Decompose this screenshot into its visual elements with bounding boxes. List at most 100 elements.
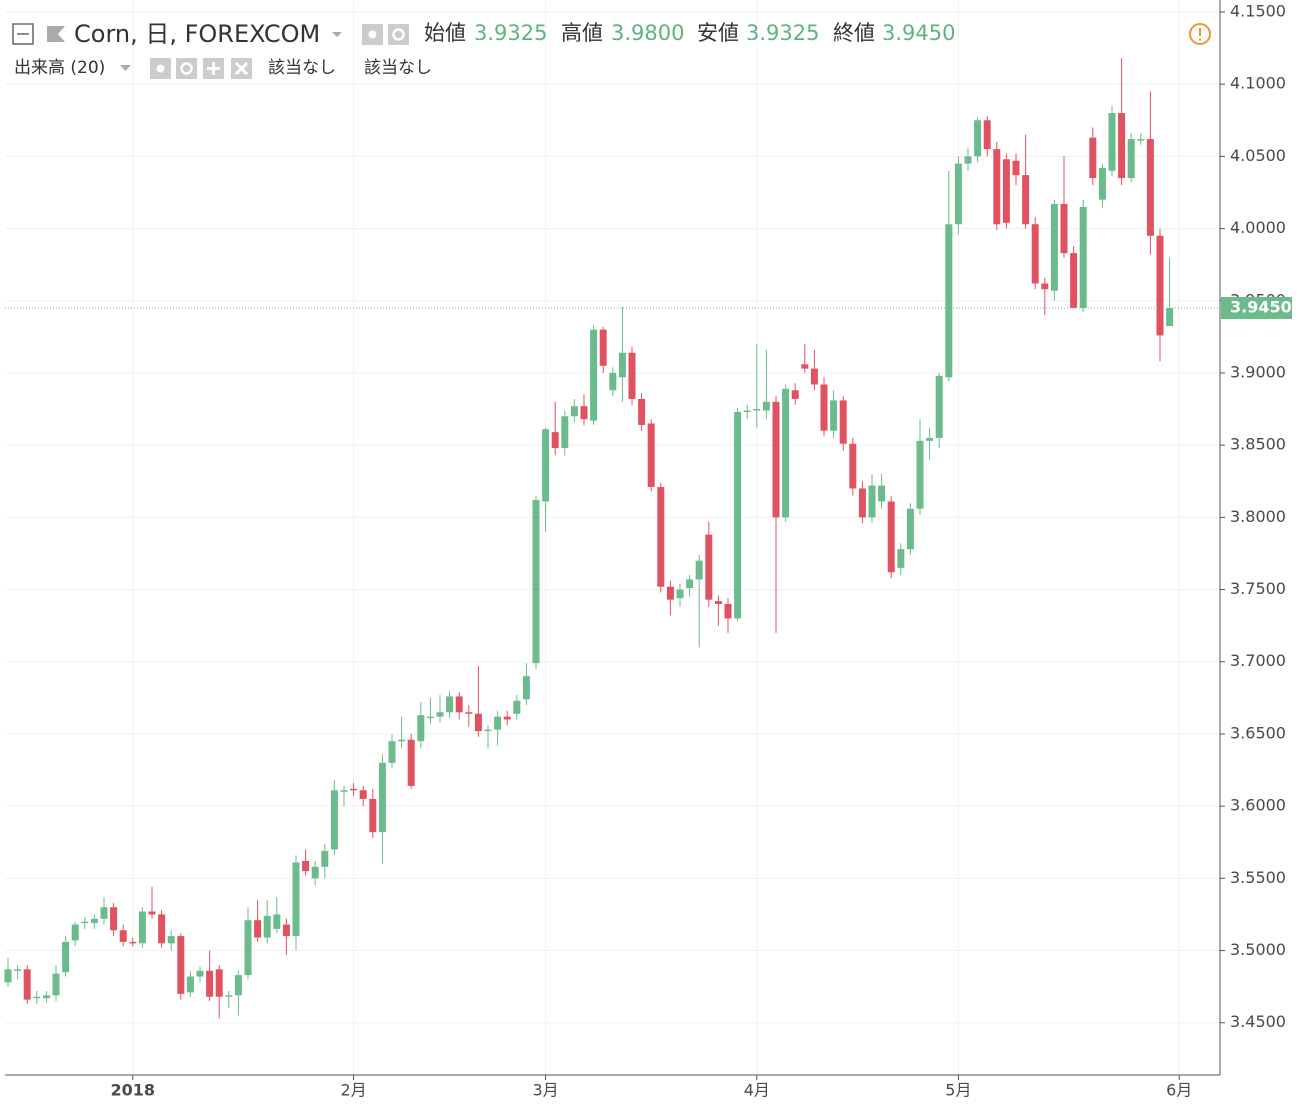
ohlc-value: 3.9450 [882,21,955,45]
remove-icon-x [234,61,249,76]
candle-body [33,996,41,999]
flag-icon [47,26,65,42]
candle-body [158,914,166,944]
ohlc-value: 3.9800 [611,21,684,45]
candle-body [839,400,847,444]
settings-icon[interactable] [176,58,197,79]
candle-body [830,400,838,431]
candle-body [465,712,473,714]
candle-body [561,416,569,449]
candle-body [705,534,713,600]
candle-body [897,549,905,568]
y-tick-label: 3.7000 [1230,651,1286,670]
candle-body [321,850,329,867]
warning-icon[interactable] [1189,23,1211,45]
candle-body [1070,253,1078,308]
candle-body [484,729,492,732]
candle-body [686,579,694,589]
candle-body [186,976,194,993]
ohlc-label: 安値 [697,21,739,45]
candle-body [398,739,406,742]
candle-body [225,995,233,997]
candle-body [206,970,214,997]
indicator-name: 出来高 (20) [14,58,105,78]
candle-body [81,921,89,924]
candle-body [1098,167,1106,200]
dropdown-icon[interactable] [120,65,131,71]
candle-body [954,163,962,225]
candle-body [916,440,924,509]
y-tick-label: 3.6500 [1230,723,1286,742]
collapse-icon[interactable] [12,23,34,45]
last-price-label: 3.9450 [1230,297,1292,316]
candle-body [974,120,982,157]
candle-body [628,352,636,399]
settings-icon[interactable] [388,24,409,45]
candle-body [244,920,252,976]
candle-body [676,589,684,599]
candle-body [926,437,934,441]
x-tick-label: 2018 [111,1081,156,1100]
candle-body [494,716,502,730]
dropdown-icon[interactable] [332,32,342,37]
candle-body [369,798,377,833]
candle-body [820,384,828,431]
y-tick-label: 3.7500 [1230,579,1286,598]
candle-body [1022,175,1030,225]
candle-body [273,914,281,929]
candle-body [90,918,98,924]
candle-body [964,156,972,164]
candle-body [1127,139,1135,179]
candle-body [1166,307,1174,327]
candle-body [1050,204,1058,291]
candle-body [1137,139,1145,141]
ohlc-value: 3.9325 [746,21,819,45]
candle-body [551,432,559,449]
candle-body [138,911,146,944]
candle-body [388,741,396,763]
candle-body [407,739,415,786]
candle-body [878,485,886,502]
candle-body [4,969,12,983]
candle-body [1156,235,1164,336]
y-tick-label: 4.0500 [1230,146,1286,165]
x-tick-label: 2月 [341,1081,367,1100]
y-tick-label: 3.6000 [1230,796,1286,815]
candle-body [1060,204,1068,254]
candle-body [513,700,521,714]
candle-body [292,862,300,937]
candle-body [234,975,242,996]
candle-body [503,716,511,720]
candle-body [446,696,454,713]
candles [4,58,1220,1019]
candle-body [590,329,598,421]
candle-body [426,716,434,719]
candle-body [753,409,761,411]
candle-body [350,788,358,791]
ohlc-legend: 始値 3.9325 高値 3.9800 安値 3.9325 終値 3.9450 [424,21,955,45]
candle-body [657,487,665,587]
y-tick-label: 4.0000 [1230,218,1286,237]
x-tick-label: 6月 [1166,1081,1192,1100]
y-tick-label: 4.1500 [1230,1,1286,20]
candle-body [100,907,108,919]
candle-body [906,508,914,550]
add-icon-plus [207,62,220,75]
y-tick-label: 3.5500 [1230,868,1286,887]
candle-body [1146,139,1154,236]
candle-body [647,423,655,488]
candle-body [772,401,780,518]
indicator-value: 該当なし [364,58,432,78]
candle-body [42,995,50,999]
candle-body [23,969,31,1000]
ohlc-label: 高値 [561,21,603,45]
candle-body [638,398,646,425]
candle-body [724,603,732,619]
candle-body [1108,113,1116,171]
candle-body [263,915,271,938]
candle-body [945,224,953,378]
eye-icon-pupil [368,30,377,39]
candle-body [599,329,607,366]
candle-body [110,907,118,931]
